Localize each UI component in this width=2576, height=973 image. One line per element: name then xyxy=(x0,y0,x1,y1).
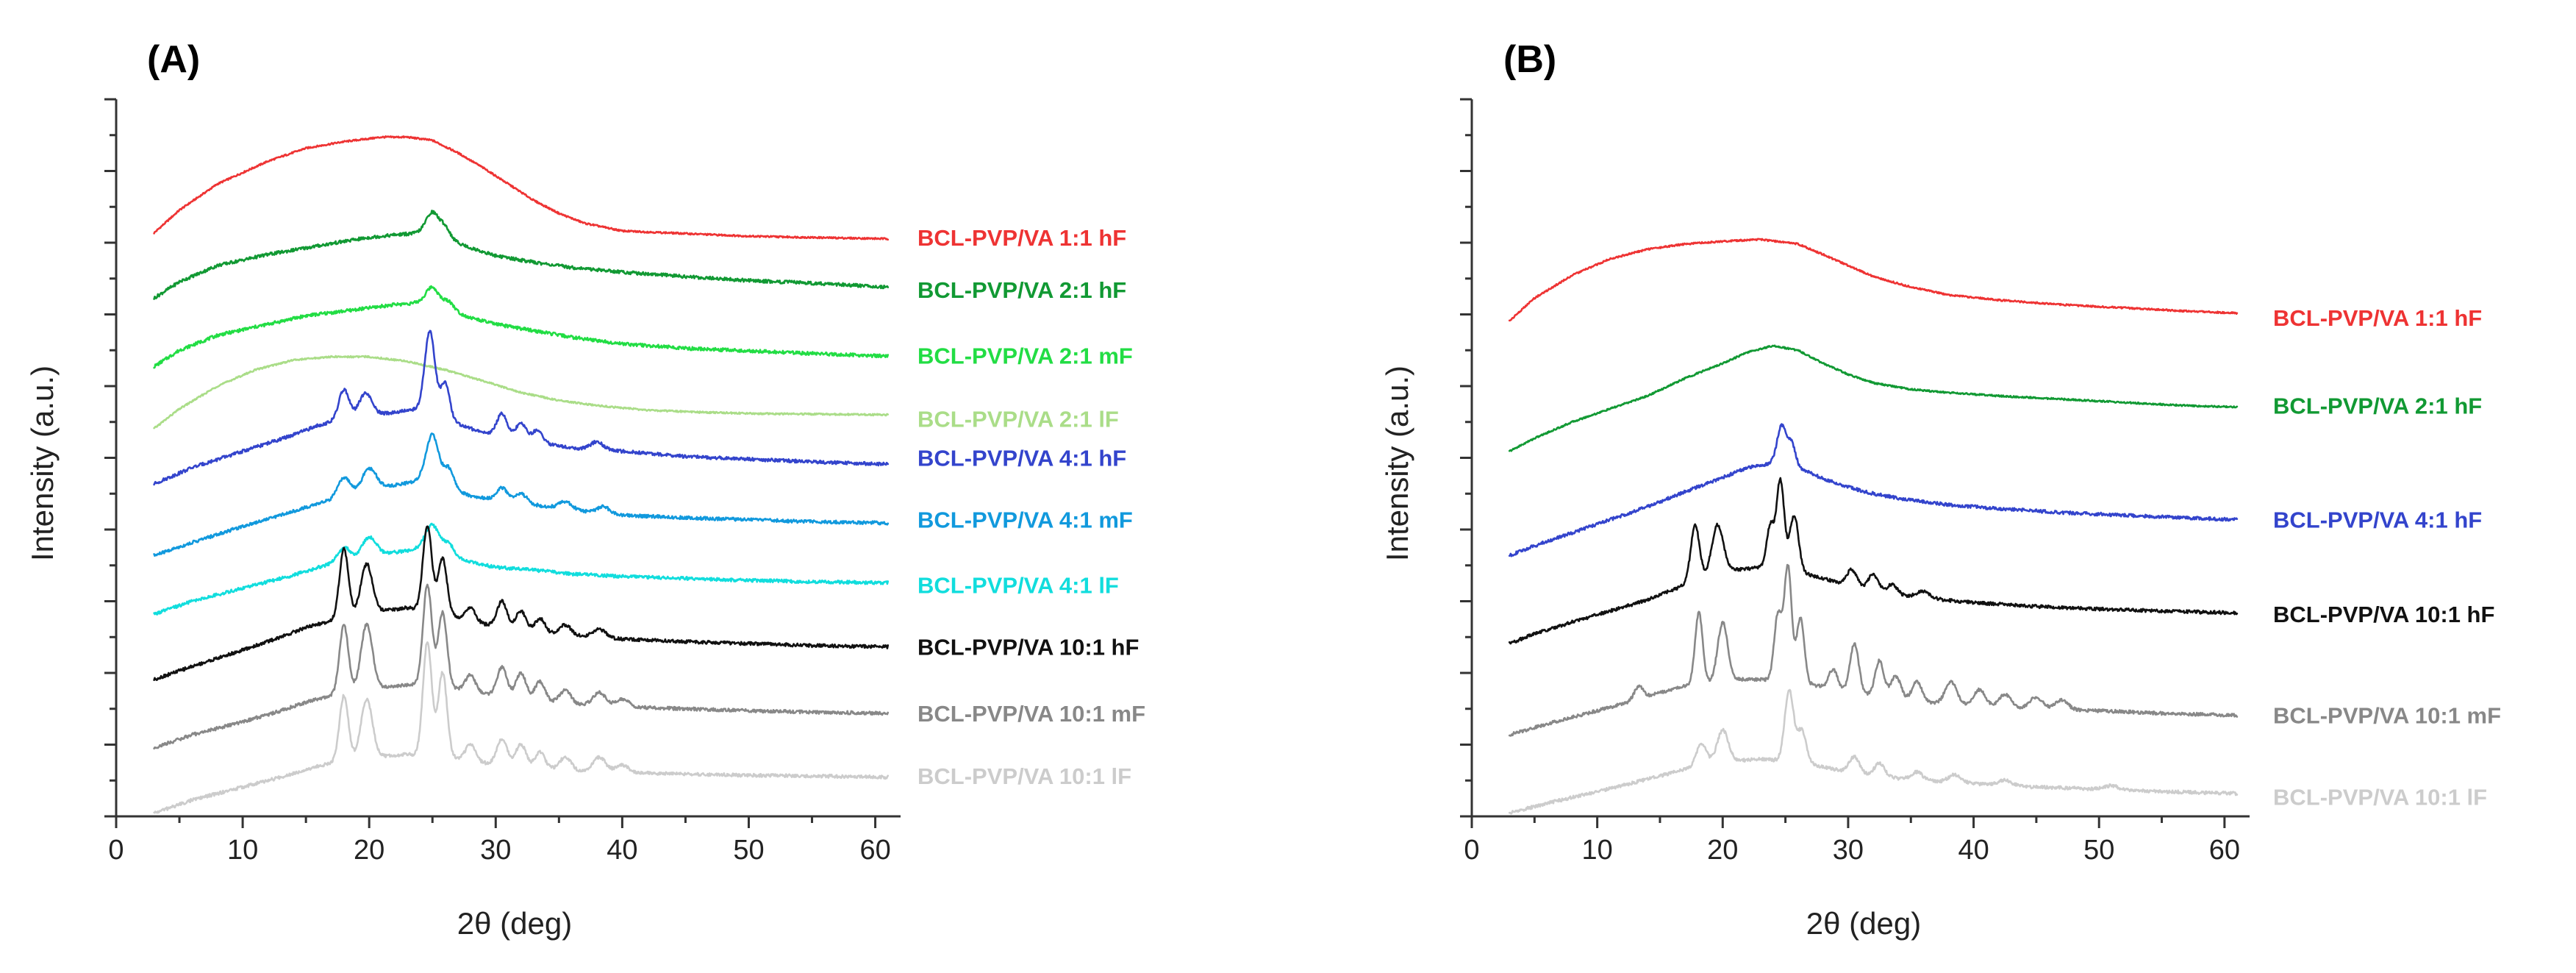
series-line xyxy=(153,285,890,369)
legend-label: BCL-PVP/VA 1:1 hF xyxy=(2273,305,2482,331)
x-tick-label: 10 xyxy=(227,835,258,866)
series-line xyxy=(1508,344,2239,452)
legend-label: BCL-PVP/VA 4:1 mF xyxy=(917,507,1133,533)
legend-label: BCL-PVP/VA 10:1 hF xyxy=(917,635,1139,660)
legend-label: BCL-PVP/VA 10:1 mF xyxy=(2273,703,2501,729)
series-line xyxy=(153,329,890,486)
x-tick-label: 0 xyxy=(1464,835,1479,866)
x-tick-label: 40 xyxy=(1958,835,1989,866)
legend-label: BCL-PVP/VA 2:1 hF xyxy=(917,277,1126,303)
legend-label: BCL-PVP/VA 10:1 hF xyxy=(2273,602,2494,627)
series-line xyxy=(1508,238,2239,322)
legend-label: BCL-PVP/VA 10:1 lF xyxy=(2273,784,2487,810)
panel-a-x-axis-title: 2θ (deg) xyxy=(457,906,572,941)
x-tick-label: 30 xyxy=(1833,835,1864,866)
legend-label: BCL-PVP/VA 10:1 lF xyxy=(917,763,1131,789)
x-tick-label: 60 xyxy=(2209,835,2240,866)
x-tick-label: 50 xyxy=(2083,835,2114,866)
series-line xyxy=(153,583,890,750)
series-line xyxy=(153,522,890,616)
panel-a-legend: BCL-PVP/VA 1:1 hF BCL-PVP/VA 2:1 hF BCL-PV… xyxy=(917,225,1145,789)
legend-label: BCL-PVP/VA 2:1 lF xyxy=(917,406,1119,432)
legend-label: BCL-PVP/VA 4:1 hF xyxy=(2273,507,2482,533)
panel-a-axes: 0 10 20 30 40 50 60 xyxy=(104,98,901,866)
series-line xyxy=(153,135,890,241)
panel-b-legend: BCL-PVP/VA 1:1 hF BCL-PVP/VA 2:1 hF BCL-PV… xyxy=(2273,305,2501,810)
series-line xyxy=(1508,477,2239,645)
series-line xyxy=(153,525,890,681)
legend-label: BCL-PVP/VA 2:1 mF xyxy=(917,343,1133,368)
panel-b-y-axis-title: Intensity (a.u.) xyxy=(1380,366,1414,561)
legend-label: BCL-PVP/VA 1:1 hF xyxy=(917,225,1126,251)
panel-b: (B) Intensity (a.u.) 2θ (deg) 0 10 20 30 40 5… xyxy=(1380,38,2501,941)
series-line xyxy=(153,354,890,430)
series-line xyxy=(153,432,890,557)
x-tick-label: 0 xyxy=(108,835,124,866)
series-line xyxy=(1508,688,2239,815)
panel-a-series xyxy=(153,135,890,814)
x-tick-label: 60 xyxy=(859,835,890,866)
series-line xyxy=(153,641,890,814)
x-tick-label: 50 xyxy=(733,835,764,866)
legend-label: BCL-PVP/VA 4:1 hF xyxy=(917,446,1126,471)
legend-label: BCL-PVP/VA 10:1 mF xyxy=(917,701,1145,727)
x-tick-label: 20 xyxy=(1707,835,1738,866)
panel-b-label: (B) xyxy=(1503,38,1556,81)
x-tick-label: 10 xyxy=(1582,835,1613,866)
legend-label: BCL-PVP/VA 2:1 hF xyxy=(2273,393,2482,419)
series-line xyxy=(1508,423,2239,557)
series-line xyxy=(153,210,890,300)
x-tick-label: 20 xyxy=(354,835,384,866)
panel-a-label: (A) xyxy=(147,38,200,81)
panel-b-axes: 0 10 20 30 40 50 60 xyxy=(1460,98,2250,866)
panel-b-series xyxy=(1508,238,2239,815)
x-tick-label: 40 xyxy=(607,835,637,866)
legend-label: BCL-PVP/VA 4:1 lF xyxy=(917,572,1119,598)
x-tick-label: 30 xyxy=(480,835,511,866)
panel-a-y-axis-title: Intensity (a.u.) xyxy=(25,366,60,561)
series-line xyxy=(1508,563,2239,737)
panel-a: (A) Intensity (a.u.) 2θ (deg) 0 10 20 30 40 5… xyxy=(25,38,1145,941)
panel-b-x-axis-title: 2θ (deg) xyxy=(1806,906,1921,941)
